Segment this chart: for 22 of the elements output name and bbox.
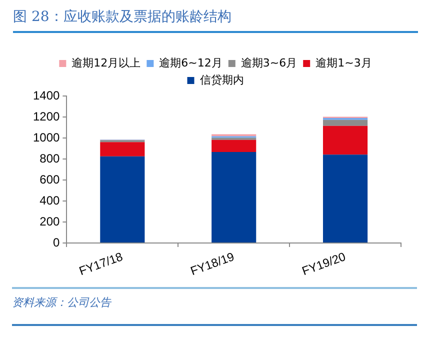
y-tick-label: 600 (40, 172, 60, 186)
bar (322, 120, 368, 126)
bar (212, 140, 256, 152)
y-tick-label: 400 (40, 193, 60, 208)
legend-label: 信贷期内 (200, 73, 244, 86)
y-tick-label: 0 (53, 235, 60, 250)
y-tick-label: 1000 (32, 130, 60, 144)
legend-label: 逾期6~12月 (159, 56, 222, 70)
bar (100, 156, 145, 242)
legend-label: 逾期3~6月 (240, 56, 298, 70)
legend-label: 逾期1~3月 (316, 56, 372, 70)
chart-title: 图 28：应收账款及票据的账龄结构 (13, 8, 418, 33)
y-tick-label: 1400 (32, 88, 60, 102)
y-tick-label: 200 (40, 214, 60, 228)
bar (212, 152, 256, 242)
bar (322, 154, 368, 242)
y-tick-label: 1200 (32, 109, 60, 124)
bar (322, 126, 368, 155)
bar (100, 142, 145, 156)
y-tick-label: 800 (40, 151, 60, 166)
text: 资料来源：公司公告 (12, 287, 417, 310)
legend-label: 逾期12月以上 (72, 56, 141, 70)
